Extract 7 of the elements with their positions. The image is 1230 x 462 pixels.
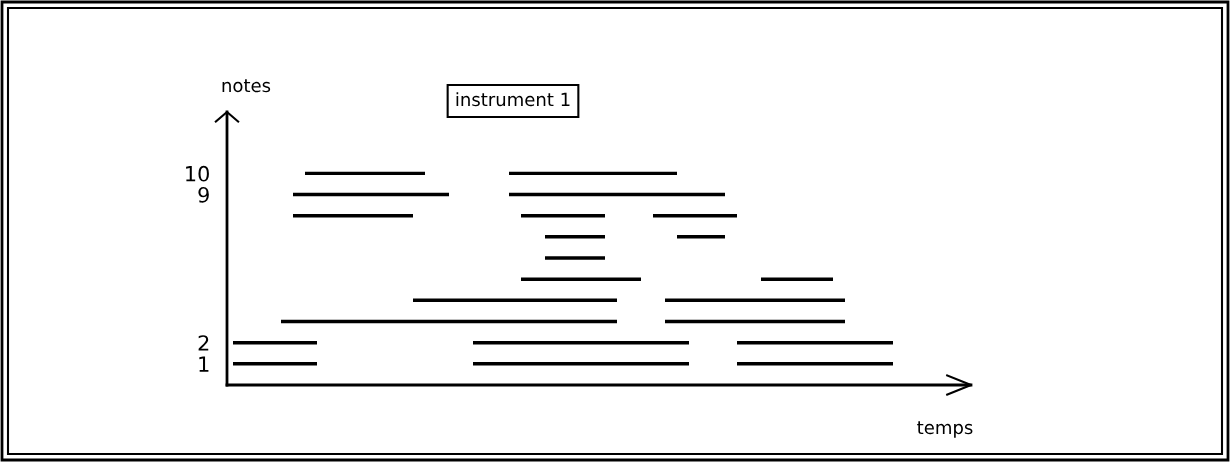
y-tick-label: 2 bbox=[198, 335, 209, 351]
y-tick-label: 9 bbox=[198, 186, 209, 203]
x-axis-title: temps bbox=[917, 421, 973, 438]
y-tick-label: 1 bbox=[199, 356, 209, 372]
y-axis-title: notes bbox=[222, 79, 271, 93]
y-tick-label: 10 bbox=[186, 165, 209, 182]
chart-title: instrument 1 bbox=[456, 92, 570, 107]
